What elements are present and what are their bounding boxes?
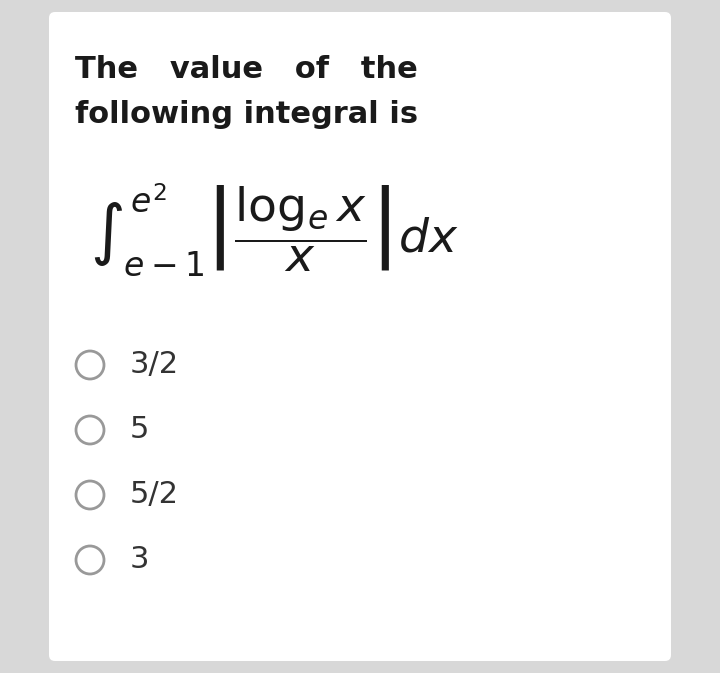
Text: following integral is: following integral is [75, 100, 418, 129]
Text: 3/2: 3/2 [130, 351, 179, 380]
FancyBboxPatch shape [49, 12, 671, 661]
Text: $\int_{e-1}^{e^2} \left| \dfrac{\log_e x}{x} \right| dx$: $\int_{e-1}^{e^2} \left| \dfrac{\log_e x… [90, 182, 459, 279]
Text: 3: 3 [130, 546, 150, 575]
Text: 5/2: 5/2 [130, 481, 179, 509]
Text: 5: 5 [130, 415, 149, 444]
Text: The   value   of   the: The value of the [75, 55, 418, 84]
